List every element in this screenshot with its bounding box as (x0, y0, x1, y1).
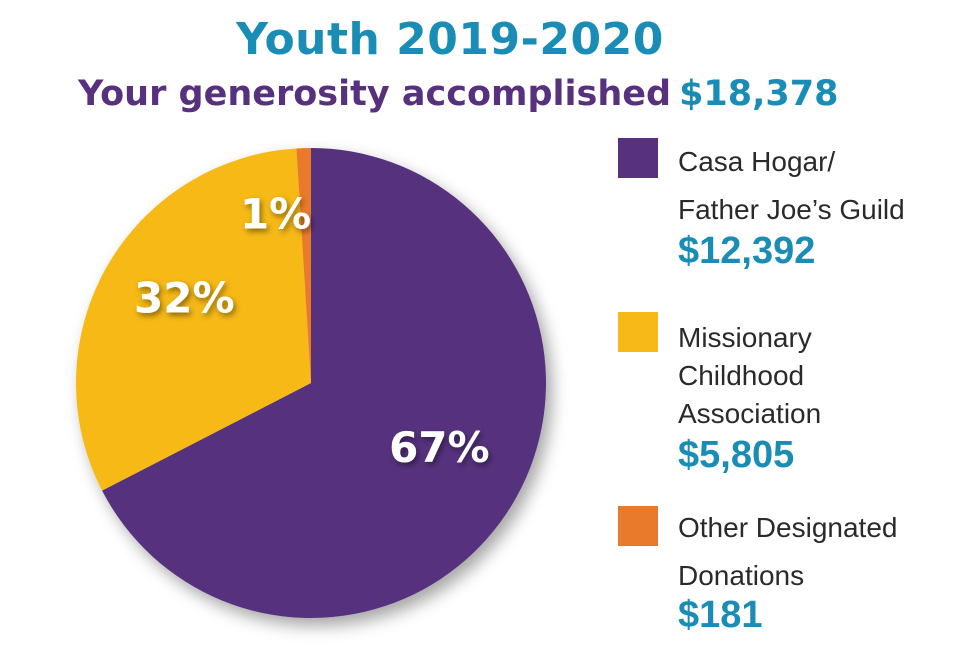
pie-slice-2 (76, 148, 311, 491)
subtitle-text: Your generosity accomplished (78, 74, 672, 114)
legend-label-line2: Childhood (678, 360, 805, 391)
legend-label-line1: Casa Hogar/ (678, 146, 836, 177)
pie-slice-label-1: 67% (389, 423, 490, 472)
legend-item-other-designated: Other Designated Donations $181 (618, 506, 948, 646)
legend-label-line3: Association (678, 398, 822, 429)
legend-amount: $181 (678, 594, 763, 636)
pie-slice-1 (102, 148, 547, 618)
legend-item-casa-hogar: Casa Hogar/ Father Joe’s Guild $12,392 (618, 138, 948, 278)
legend-swatch (618, 506, 658, 546)
chart-title: Youth 2019-2020 (236, 14, 664, 65)
legend-amount: $12,392 (678, 230, 816, 272)
pie-slice-label-2: 32% (134, 274, 235, 323)
pie-slice-label-3: 1% (240, 190, 311, 239)
legend-swatch (618, 312, 658, 352)
legend-label-line2: Father Joe’s Guild (678, 194, 905, 225)
legend-amount: $5,805 (678, 434, 795, 476)
chart-subtitle: Your generosity accomplished $18,378 (78, 74, 839, 114)
legend-label-line1: Other Designated (678, 512, 898, 543)
legend-swatch (618, 138, 658, 178)
legend-label-line1: Missionary (678, 322, 812, 353)
pie-slice-3 (296, 148, 311, 383)
subtitle-total: $18,378 (679, 74, 839, 114)
legend-item-missionary-childhood: Missionary Childhood Association $5,805 (618, 312, 948, 482)
legend-label-line2: Donations (678, 560, 805, 591)
